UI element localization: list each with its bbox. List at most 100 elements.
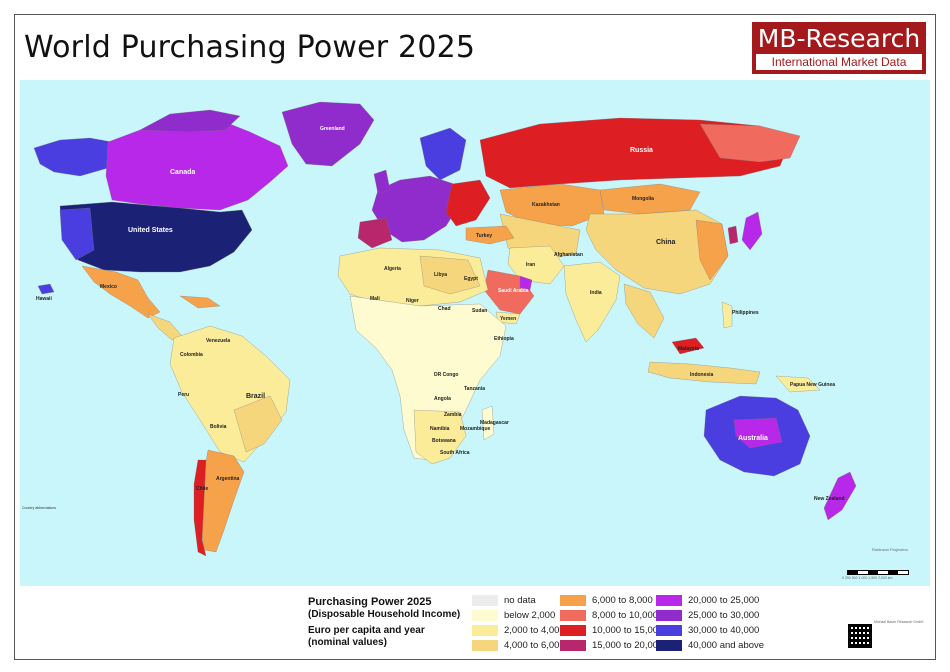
label-kazakhstan: Kazakhstan — [532, 202, 560, 208]
projection-note: Robinson Projection — [872, 548, 908, 552]
legend-item: below 2,000 — [472, 610, 555, 622]
label-angola: Angola — [434, 396, 451, 402]
legend-label: 10,000 to 15,000 — [592, 625, 664, 636]
legend-title: Purchasing Power 2025 — [308, 596, 432, 608]
contact-info: Michael Bauer Research GmbH — [874, 620, 924, 624]
abbr-note: Country abbreviations — [22, 506, 57, 510]
legend-swatch — [472, 625, 498, 636]
world-map: Greenland Canada United States Russia Kazakh… — [20, 80, 930, 586]
brand-tagline: International Market Data — [756, 54, 922, 70]
legend-unit: Euro per capita and year — [308, 625, 425, 636]
legend-swatch — [560, 595, 586, 606]
label-philippines: Philippines — [732, 310, 759, 316]
legend-item: 20,000 to 25,000 — [656, 595, 759, 607]
label-colombia: Colombia — [180, 352, 203, 358]
legend-item: 6,000 to 8,000 — [560, 595, 653, 607]
legend-label: 25,000 to 30,000 — [688, 610, 760, 621]
label-mozambique: Mozambique — [460, 426, 490, 432]
label-brazil: Brazil — [246, 393, 265, 400]
label-united-states: United States — [128, 227, 173, 234]
label-namibia: Namibia — [430, 426, 450, 432]
label-bolivia: Bolivia — [210, 424, 227, 430]
label-mongolia: Mongolia — [632, 196, 654, 202]
region-scandinavia — [419, 127, 467, 181]
label-argentina: Argentina — [216, 476, 240, 482]
label-malaysia: Malaysia — [678, 346, 699, 352]
region-canada-north — [139, 109, 241, 133]
region-new-zealand — [823, 471, 857, 521]
legend-item: 8,000 to 10,000 — [560, 610, 658, 622]
legend-label: 15,000 to 20,000 — [592, 640, 664, 651]
region-greenland — [281, 101, 375, 167]
legend-swatch — [560, 625, 586, 636]
region-turkey — [465, 225, 515, 245]
region-gulf — [519, 275, 533, 291]
label-saudi-arabia: Saudi Arabia — [498, 288, 529, 294]
label-chile: Chile — [196, 486, 208, 492]
region-mexico — [81, 265, 161, 319]
region-png — [775, 375, 821, 393]
region-southeast-asia — [623, 283, 665, 339]
country-abbreviations: Country abbreviations — [22, 506, 142, 511]
legend-label: 8,000 to 10,000 — [592, 610, 659, 621]
legend-item: 15,000 to 20,000 — [560, 640, 663, 652]
legend-swatch — [560, 610, 586, 621]
region-iberia — [357, 217, 393, 249]
legend-label: 40,000 and above — [688, 640, 765, 651]
legend-swatch — [560, 640, 586, 651]
legend-swatch — [656, 640, 682, 651]
legend-label: below 2,000 — [504, 610, 556, 621]
legend-item: 30,000 to 40,000 — [656, 625, 759, 637]
label-turkey: Turkey — [476, 233, 492, 239]
region-australia-central — [733, 417, 783, 449]
label-niger: Niger — [406, 298, 419, 304]
label-tanzania: Tanzania — [464, 386, 485, 392]
legend-swatch — [656, 595, 682, 606]
legend-label: 20,000 to 25,000 — [688, 595, 760, 606]
page-title: World Purchasing Power 2025 — [24, 30, 476, 65]
label-greenland: Greenland — [320, 126, 345, 132]
label-afghanistan: Afghanistan — [554, 252, 583, 258]
region-china — [585, 209, 729, 295]
region-uk — [373, 169, 391, 195]
label-china: China — [656, 239, 676, 246]
label-zambia: Zambia — [444, 412, 462, 418]
label-egypt: Egypt — [464, 276, 478, 282]
label-canada: Canada — [170, 169, 195, 176]
brand-logo: MB-Research International Market Data — [752, 22, 926, 74]
region-china-east — [695, 219, 729, 281]
legend-unit-note: (nominal values) — [308, 637, 387, 648]
legend-item: 25,000 to 30,000 — [656, 610, 759, 622]
region-usa-west — [59, 207, 95, 261]
scale-bar — [847, 570, 909, 575]
label-mexico: Mexico — [100, 284, 117, 290]
label-botswana: Botswana — [432, 438, 456, 444]
region-brazil-south — [233, 395, 283, 453]
label-iran: Iran — [526, 262, 535, 268]
label-yemen: Yemen — [500, 316, 516, 322]
legend-label: no data — [504, 595, 536, 606]
legend-swatch — [656, 610, 682, 621]
region-libya-egypt — [419, 255, 481, 295]
legend-label: 30,000 to 40,000 — [688, 625, 760, 636]
legend-subtitle: (Disposable Household Income) — [308, 609, 461, 620]
label-sudan: Sudan — [472, 308, 487, 314]
region-chile — [193, 459, 207, 557]
region-indonesia — [647, 361, 761, 385]
legend-item: 2,000 to 4,000 — [472, 625, 565, 637]
legend-swatch — [472, 610, 498, 621]
label-papua-new-guinea: Papua New Guinea — [790, 382, 835, 388]
scale-label: 0 250 500 1,000 1,500 2,000 km — [842, 576, 893, 580]
label-indonesia: Indonesia — [690, 372, 714, 378]
region-hawaii — [37, 283, 55, 295]
label-south-africa: South Africa — [440, 450, 470, 456]
legend-label: 6,000 to 8,000 — [592, 595, 653, 606]
region-madagascar — [481, 405, 495, 441]
region-malaysia — [671, 337, 705, 355]
label-dr-congo: DR Congo — [434, 372, 458, 378]
label-hawaii: Hawaii — [36, 296, 52, 302]
legend-item: 40,000 and above — [656, 640, 764, 652]
brand-name: MB-Research — [757, 24, 921, 53]
legend-swatch — [656, 625, 682, 636]
region-iran — [507, 245, 565, 285]
